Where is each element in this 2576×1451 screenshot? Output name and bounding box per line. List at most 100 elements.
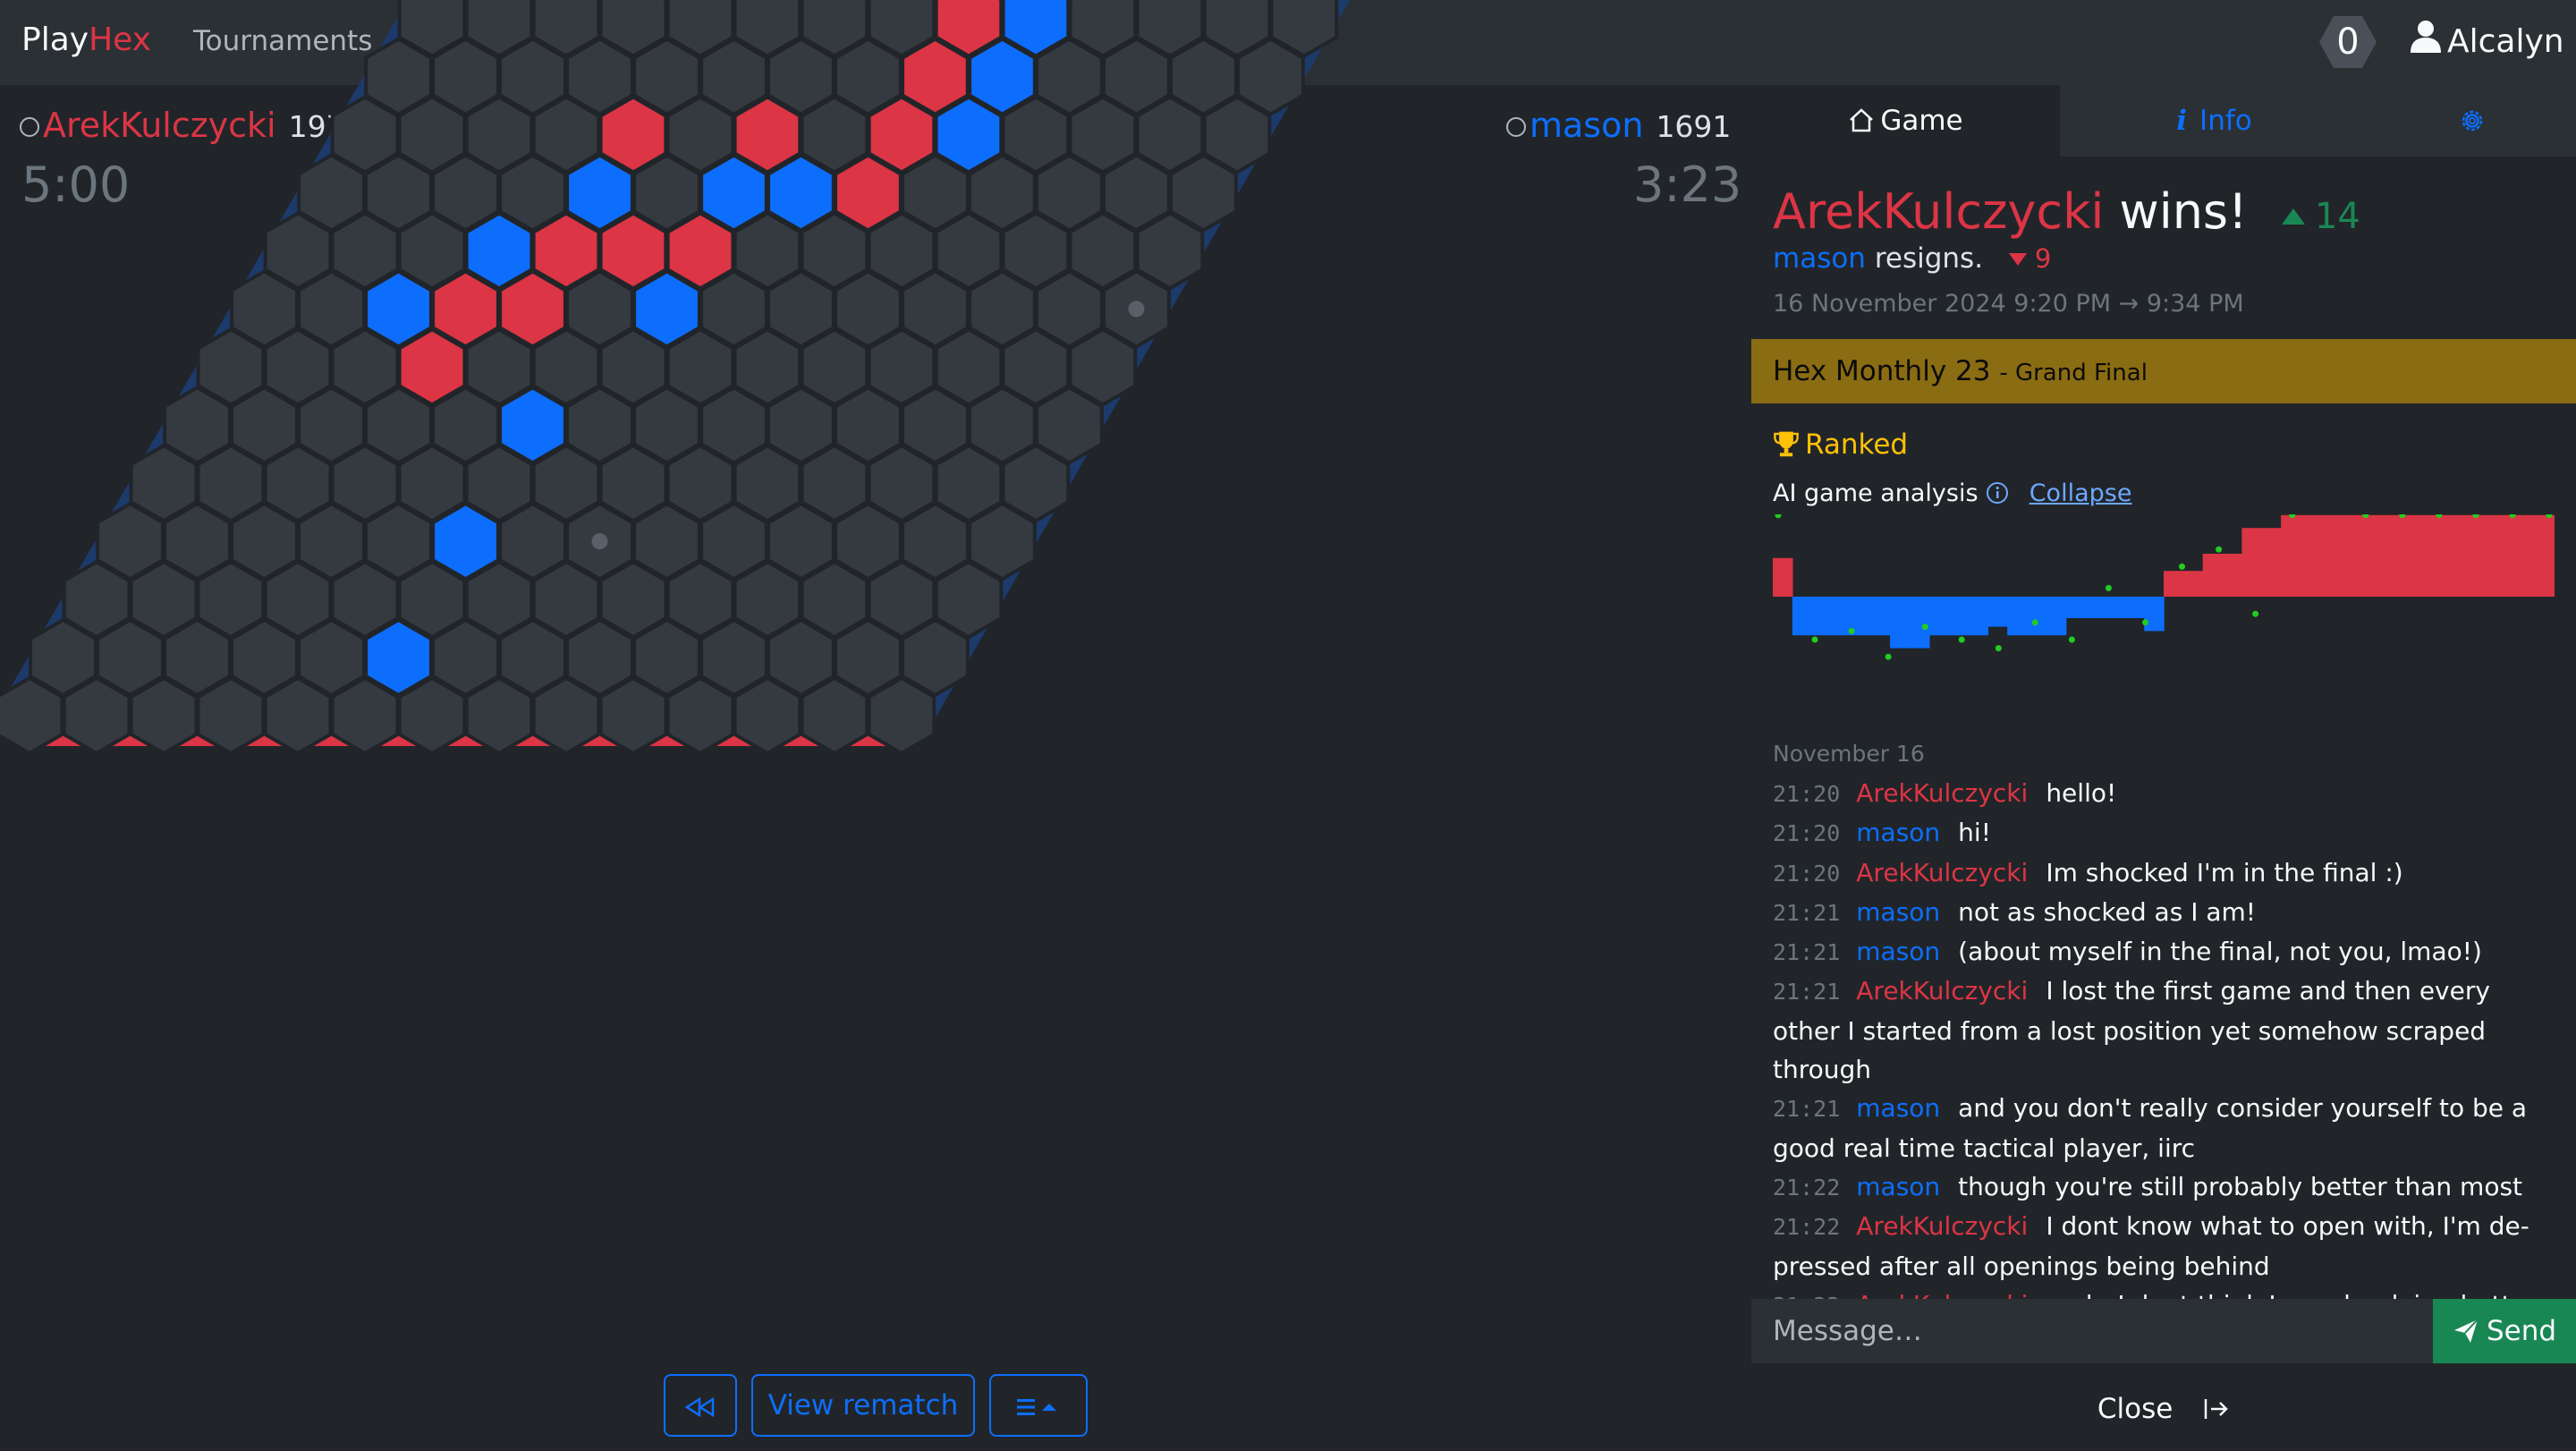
red-stone[interactable] bbox=[598, 211, 668, 291]
hex-cell[interactable] bbox=[464, 559, 534, 640]
hex-cell[interactable] bbox=[464, 443, 534, 523]
hex-cell[interactable] bbox=[263, 211, 333, 291]
hex-cell[interactable] bbox=[834, 617, 902, 698]
chat-author[interactable]: ArekKulczycki bbox=[1856, 976, 2029, 1006]
rewind-button[interactable] bbox=[664, 1374, 737, 1437]
hex-cell[interactable] bbox=[531, 675, 601, 756]
hex-cell[interactable] bbox=[934, 327, 1004, 407]
hex-cell[interactable] bbox=[665, 327, 735, 407]
hex-cell[interactable] bbox=[598, 675, 668, 756]
hex-cell[interactable] bbox=[867, 0, 936, 58]
hex-cell[interactable] bbox=[968, 501, 1037, 581]
red-stone[interactable] bbox=[431, 269, 500, 349]
hex-cell[interactable] bbox=[96, 617, 165, 698]
ai-analysis-chart[interactable] bbox=[1773, 514, 2555, 675]
hex-cell[interactable] bbox=[1135, 0, 1205, 58]
hex-cell[interactable] bbox=[330, 95, 400, 174]
hex-cell[interactable] bbox=[498, 617, 567, 698]
hex-cell[interactable] bbox=[364, 153, 433, 233]
blue-stone[interactable] bbox=[565, 153, 634, 233]
hex-cell[interactable] bbox=[800, 327, 869, 407]
tab-settings[interactable] bbox=[2368, 85, 2576, 157]
hex-cell[interactable] bbox=[800, 675, 869, 756]
hex-cell[interactable] bbox=[733, 0, 802, 58]
hex-cell[interactable] bbox=[665, 559, 735, 640]
red-stone[interactable] bbox=[867, 95, 936, 174]
blue-stone[interactable] bbox=[699, 153, 768, 233]
hex-cell[interactable] bbox=[196, 443, 266, 523]
red-stone[interactable] bbox=[665, 211, 735, 291]
hex-cell[interactable] bbox=[297, 501, 366, 581]
hex-cell[interactable] bbox=[699, 37, 768, 116]
hex-cell[interactable] bbox=[364, 37, 433, 116]
hex-cell[interactable] bbox=[364, 385, 433, 465]
hex-cell[interactable] bbox=[968, 269, 1037, 349]
hex-cell[interactable] bbox=[767, 501, 835, 581]
hex-cell[interactable] bbox=[968, 385, 1037, 465]
blue-stone[interactable] bbox=[767, 153, 835, 233]
hex-cell[interactable] bbox=[1068, 327, 1138, 407]
hex-cell[interactable] bbox=[397, 95, 467, 174]
hex-cell[interactable] bbox=[531, 443, 601, 523]
hex-cell[interactable] bbox=[665, 675, 735, 756]
chat-author[interactable]: mason bbox=[1856, 818, 1941, 848]
tab-game[interactable]: Game bbox=[1751, 85, 2060, 157]
red-player-name[interactable]: ArekKulczycki bbox=[43, 106, 276, 145]
blue-stone[interactable] bbox=[968, 37, 1037, 116]
red-stone[interactable] bbox=[531, 211, 601, 291]
hex-cell[interactable] bbox=[397, 211, 467, 291]
close-sidebar-button[interactable]: Close bbox=[1751, 1382, 2576, 1436]
hex-cell[interactable] bbox=[163, 501, 232, 581]
chat-author[interactable]: ArekKulczycki bbox=[1856, 778, 2029, 808]
hex-cell[interactable] bbox=[1068, 95, 1138, 174]
hex-cell[interactable] bbox=[330, 211, 400, 291]
hex-cell[interactable] bbox=[767, 617, 835, 698]
hex-cell[interactable] bbox=[1269, 0, 1339, 58]
hex-cell[interactable] bbox=[1135, 211, 1205, 291]
hex-cell[interactable] bbox=[767, 385, 835, 465]
red-stone[interactable] bbox=[498, 269, 567, 349]
blue-stone[interactable] bbox=[431, 501, 500, 581]
hex-cell[interactable] bbox=[565, 617, 634, 698]
hex-cell[interactable] bbox=[297, 153, 366, 233]
chat-author[interactable]: ArekKulczycki bbox=[1856, 857, 2029, 887]
hex-cell[interactable] bbox=[665, 0, 735, 58]
hex-cell[interactable] bbox=[1169, 37, 1238, 116]
hex-cell[interactable] bbox=[62, 559, 131, 640]
hex-cell[interactable] bbox=[733, 675, 802, 756]
hex-cell[interactable] bbox=[901, 153, 970, 233]
hex-cell[interactable] bbox=[230, 385, 299, 465]
game-menu-button[interactable] bbox=[989, 1374, 1088, 1437]
nav-tournaments-link[interactable]: Tournaments bbox=[193, 25, 373, 57]
hex-cell[interactable] bbox=[834, 37, 902, 116]
hex-cell[interactable] bbox=[230, 617, 299, 698]
hex-cell[interactable] bbox=[699, 269, 768, 349]
chat-message-input[interactable]: Message… bbox=[1751, 1299, 2433, 1363]
blue-stone[interactable] bbox=[364, 269, 433, 349]
notifications-badge[interactable]: 0 bbox=[2318, 14, 2377, 70]
hex-cell[interactable] bbox=[0, 675, 64, 756]
hex-cell[interactable] bbox=[330, 443, 400, 523]
hex-cell[interactable] bbox=[632, 153, 701, 233]
hex-cell[interactable] bbox=[464, 0, 534, 58]
hex-cell[interactable] bbox=[733, 559, 802, 640]
hex-cell[interactable] bbox=[29, 617, 97, 698]
hex-cell[interactable] bbox=[800, 443, 869, 523]
info-circle-icon[interactable] bbox=[1986, 481, 2009, 505]
red-stone[interactable] bbox=[397, 327, 467, 407]
hex-cell[interactable] bbox=[834, 501, 902, 581]
hex-cell[interactable] bbox=[968, 153, 1037, 233]
hex-cell[interactable] bbox=[431, 617, 500, 698]
hex-cell[interactable] bbox=[598, 559, 668, 640]
chat-author[interactable]: mason bbox=[1856, 1171, 1941, 1201]
red-stone[interactable] bbox=[733, 95, 802, 174]
hex-cell[interactable] bbox=[1202, 95, 1272, 174]
hex-cell[interactable] bbox=[800, 559, 869, 640]
hex-cell[interactable] bbox=[263, 443, 333, 523]
hex-cell[interactable] bbox=[129, 443, 199, 523]
hex-cell[interactable] bbox=[867, 211, 936, 291]
hex-cell[interactable] bbox=[867, 559, 936, 640]
hex-cell[interactable] bbox=[834, 385, 902, 465]
hex-cell[interactable] bbox=[699, 385, 768, 465]
hex-cell[interactable] bbox=[1001, 211, 1071, 291]
